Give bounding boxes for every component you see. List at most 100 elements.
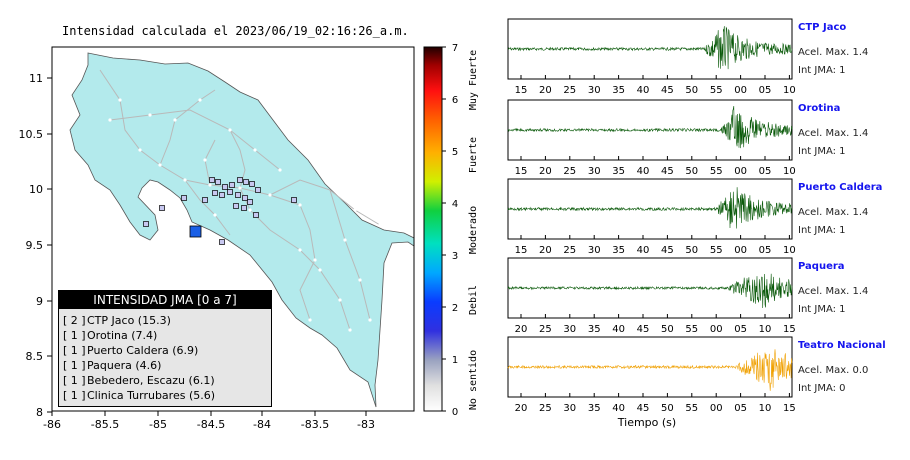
waveform-x-tick-label: 15 — [783, 324, 796, 335]
colorbar-tick-label: 2 — [452, 303, 458, 314]
station-marker — [229, 182, 235, 188]
waveform-x-tick-label: 05 — [734, 403, 747, 414]
waveform-x-tick-label: 50 — [685, 245, 698, 256]
legend-station: Bebedero, Escazu (6.1) — [87, 374, 215, 387]
waveform-x-tick-label: 25 — [563, 166, 576, 177]
town-dot — [348, 328, 352, 332]
colorbar-label: Moderado — [468, 206, 479, 254]
waveform-x-tick-label: 15 — [515, 85, 528, 96]
town-dot — [248, 208, 252, 212]
legend-item: [ 1 ]Orotina (7.4) — [63, 328, 271, 343]
colorbar-label: No sentido — [468, 350, 479, 410]
waveform-x-tick-label: 40 — [637, 166, 650, 177]
waveform-x-tick-label: 20 — [539, 245, 552, 256]
waveform-x-tick-label: 50 — [685, 166, 698, 177]
legend-item: [ 1 ]Clinica Turrubares (5.6) — [63, 388, 271, 403]
waveform-jma: Int JMA: 1 — [798, 146, 846, 157]
waveform-panel: 15 20 25 30 35 40 45 50 55 00 05 10 — [507, 178, 796, 256]
town-dot — [318, 268, 322, 272]
map-x-axis: -86 -85.5 -85 -84.5 -84 -83.5 -83 — [43, 411, 375, 431]
town-dot — [308, 318, 312, 322]
legend-station: Clinica Turrubares (5.6) — [87, 389, 216, 402]
town-dot — [158, 163, 162, 167]
waveform-station-name: Orotina — [798, 103, 841, 114]
waveform-x-tick-label: 15 — [515, 245, 528, 256]
waveform-panel: 15 20 25 30 35 40 45 50 55 00 05 10 — [507, 18, 796, 96]
town-dot — [353, 208, 357, 212]
waveform-x-tick-label: 55 — [685, 324, 698, 335]
map-frame — [51, 46, 415, 412]
waveform-accel-max: Acel. Max. 1.4 — [798, 47, 869, 58]
waveform-accel-max: Acel. Max. 1.4 — [798, 207, 869, 218]
waveform-station-name: Teatro Nacional — [798, 340, 886, 351]
waveform-x-tick-label: 10 — [759, 324, 772, 335]
towns — [108, 98, 382, 332]
legend-station: Orotina (7.4) — [87, 329, 158, 342]
colorbar — [423, 46, 443, 412]
town-dot — [118, 98, 122, 102]
waveform-x-tick-label: 40 — [612, 403, 625, 414]
waveform-x-tick-label: 10 — [759, 403, 772, 414]
map-x-tick-label: -85 — [149, 418, 167, 431]
waveform-jma: Int JMA: 0 — [798, 383, 846, 394]
legend-level: [ 1 ] — [63, 329, 86, 342]
waveform-x-tick-label: 05 — [734, 324, 747, 335]
station-marker — [249, 181, 255, 187]
waveform-x-tick-label: 45 — [661, 85, 674, 96]
waveform-x-tick-label: 40 — [612, 324, 625, 335]
waveform-x-tick-label: 45 — [637, 403, 650, 414]
waveform-x-tick-label: 35 — [588, 324, 601, 335]
legend-level: [ 2 ] — [63, 314, 86, 327]
town-dot — [203, 158, 207, 162]
waveform-x-tick-label: 50 — [685, 85, 698, 96]
map-x-tick-label: -86 — [43, 418, 61, 431]
waveform-x-tick-label: 35 — [588, 403, 601, 414]
waveform-trace — [507, 187, 793, 229]
colorbar-tick-label: 7 — [452, 43, 458, 54]
legend-list: [ 2 ]CTP Jaco (15.3)[ 1 ]Orotina (7.4)[ … — [59, 313, 271, 403]
colorbar-tick-label: 4 — [452, 199, 458, 210]
colorbar-tick-label: 0 — [452, 407, 458, 418]
map-y-tick-label: 8 — [36, 406, 43, 419]
legend-station: CTP Jaco (15.3) — [87, 314, 171, 327]
station-marker — [215, 179, 221, 185]
waveform-x-tick-label: 35 — [612, 245, 625, 256]
station-marker — [291, 197, 297, 203]
legend-level: [ 1 ] — [63, 374, 86, 387]
waveform-x-tick-label: 55 — [710, 166, 723, 177]
legend-item: [ 2 ]CTP Jaco (15.3) — [63, 313, 271, 328]
waveform-jma: Int JMA: 1 — [798, 65, 846, 76]
station-marker — [159, 205, 165, 211]
town-dot — [208, 183, 212, 187]
map-y-tick-label: 10 — [29, 183, 43, 196]
waveform-x-tick-label: 30 — [588, 245, 601, 256]
town-dot — [298, 248, 302, 252]
map-y-tick-label: 11 — [29, 72, 43, 85]
intensity-legend: INTENSIDAD JMA [0 a 7] [ 2 ]CTP Jaco (15… — [58, 290, 272, 407]
waveform-x-tick-label: 55 — [685, 403, 698, 414]
waveform-x-tick-label: 00 — [734, 245, 747, 256]
station-marker — [209, 177, 215, 183]
waveform-station-name: Puerto Caldera — [798, 182, 883, 193]
colorbar-tick-label: 3 — [452, 251, 458, 262]
waveform-x-tick-label: 15 — [515, 166, 528, 177]
waveform-x-label: Tiempo (s) — [617, 416, 676, 429]
waveform-x-tick-label: 20 — [515, 403, 528, 414]
waveform-panels: 15 20 25 30 35 40 45 50 55 00 05 10 15 20 25 30 35 40 45 50… — [507, 18, 796, 414]
waveform-panel: 15 20 25 30 35 40 45 50 55 00 05 10 — [507, 99, 796, 177]
town-dot — [338, 298, 342, 302]
town-dot — [313, 258, 317, 262]
waveform-x-tick-label: 00 — [734, 166, 747, 177]
waveform-station-name: CTP Jaco — [798, 22, 847, 33]
map-x-tick-label: -84 — [253, 418, 271, 431]
map-y-tick-label: 10.5 — [19, 128, 44, 141]
waveform-x-tick-label: 35 — [612, 85, 625, 96]
town-dot — [108, 118, 112, 122]
waveform-x-tick-label: 10 — [783, 85, 796, 96]
waveform-x-tick-label: 30 — [588, 166, 601, 177]
town-dot — [228, 128, 232, 132]
waveform-x-tick-label: 55 — [710, 245, 723, 256]
legend-item: [ 1 ]Bebedero, Escazu (6.1) — [63, 373, 271, 388]
legend-station: Puerto Caldera (6.9) — [87, 344, 199, 357]
